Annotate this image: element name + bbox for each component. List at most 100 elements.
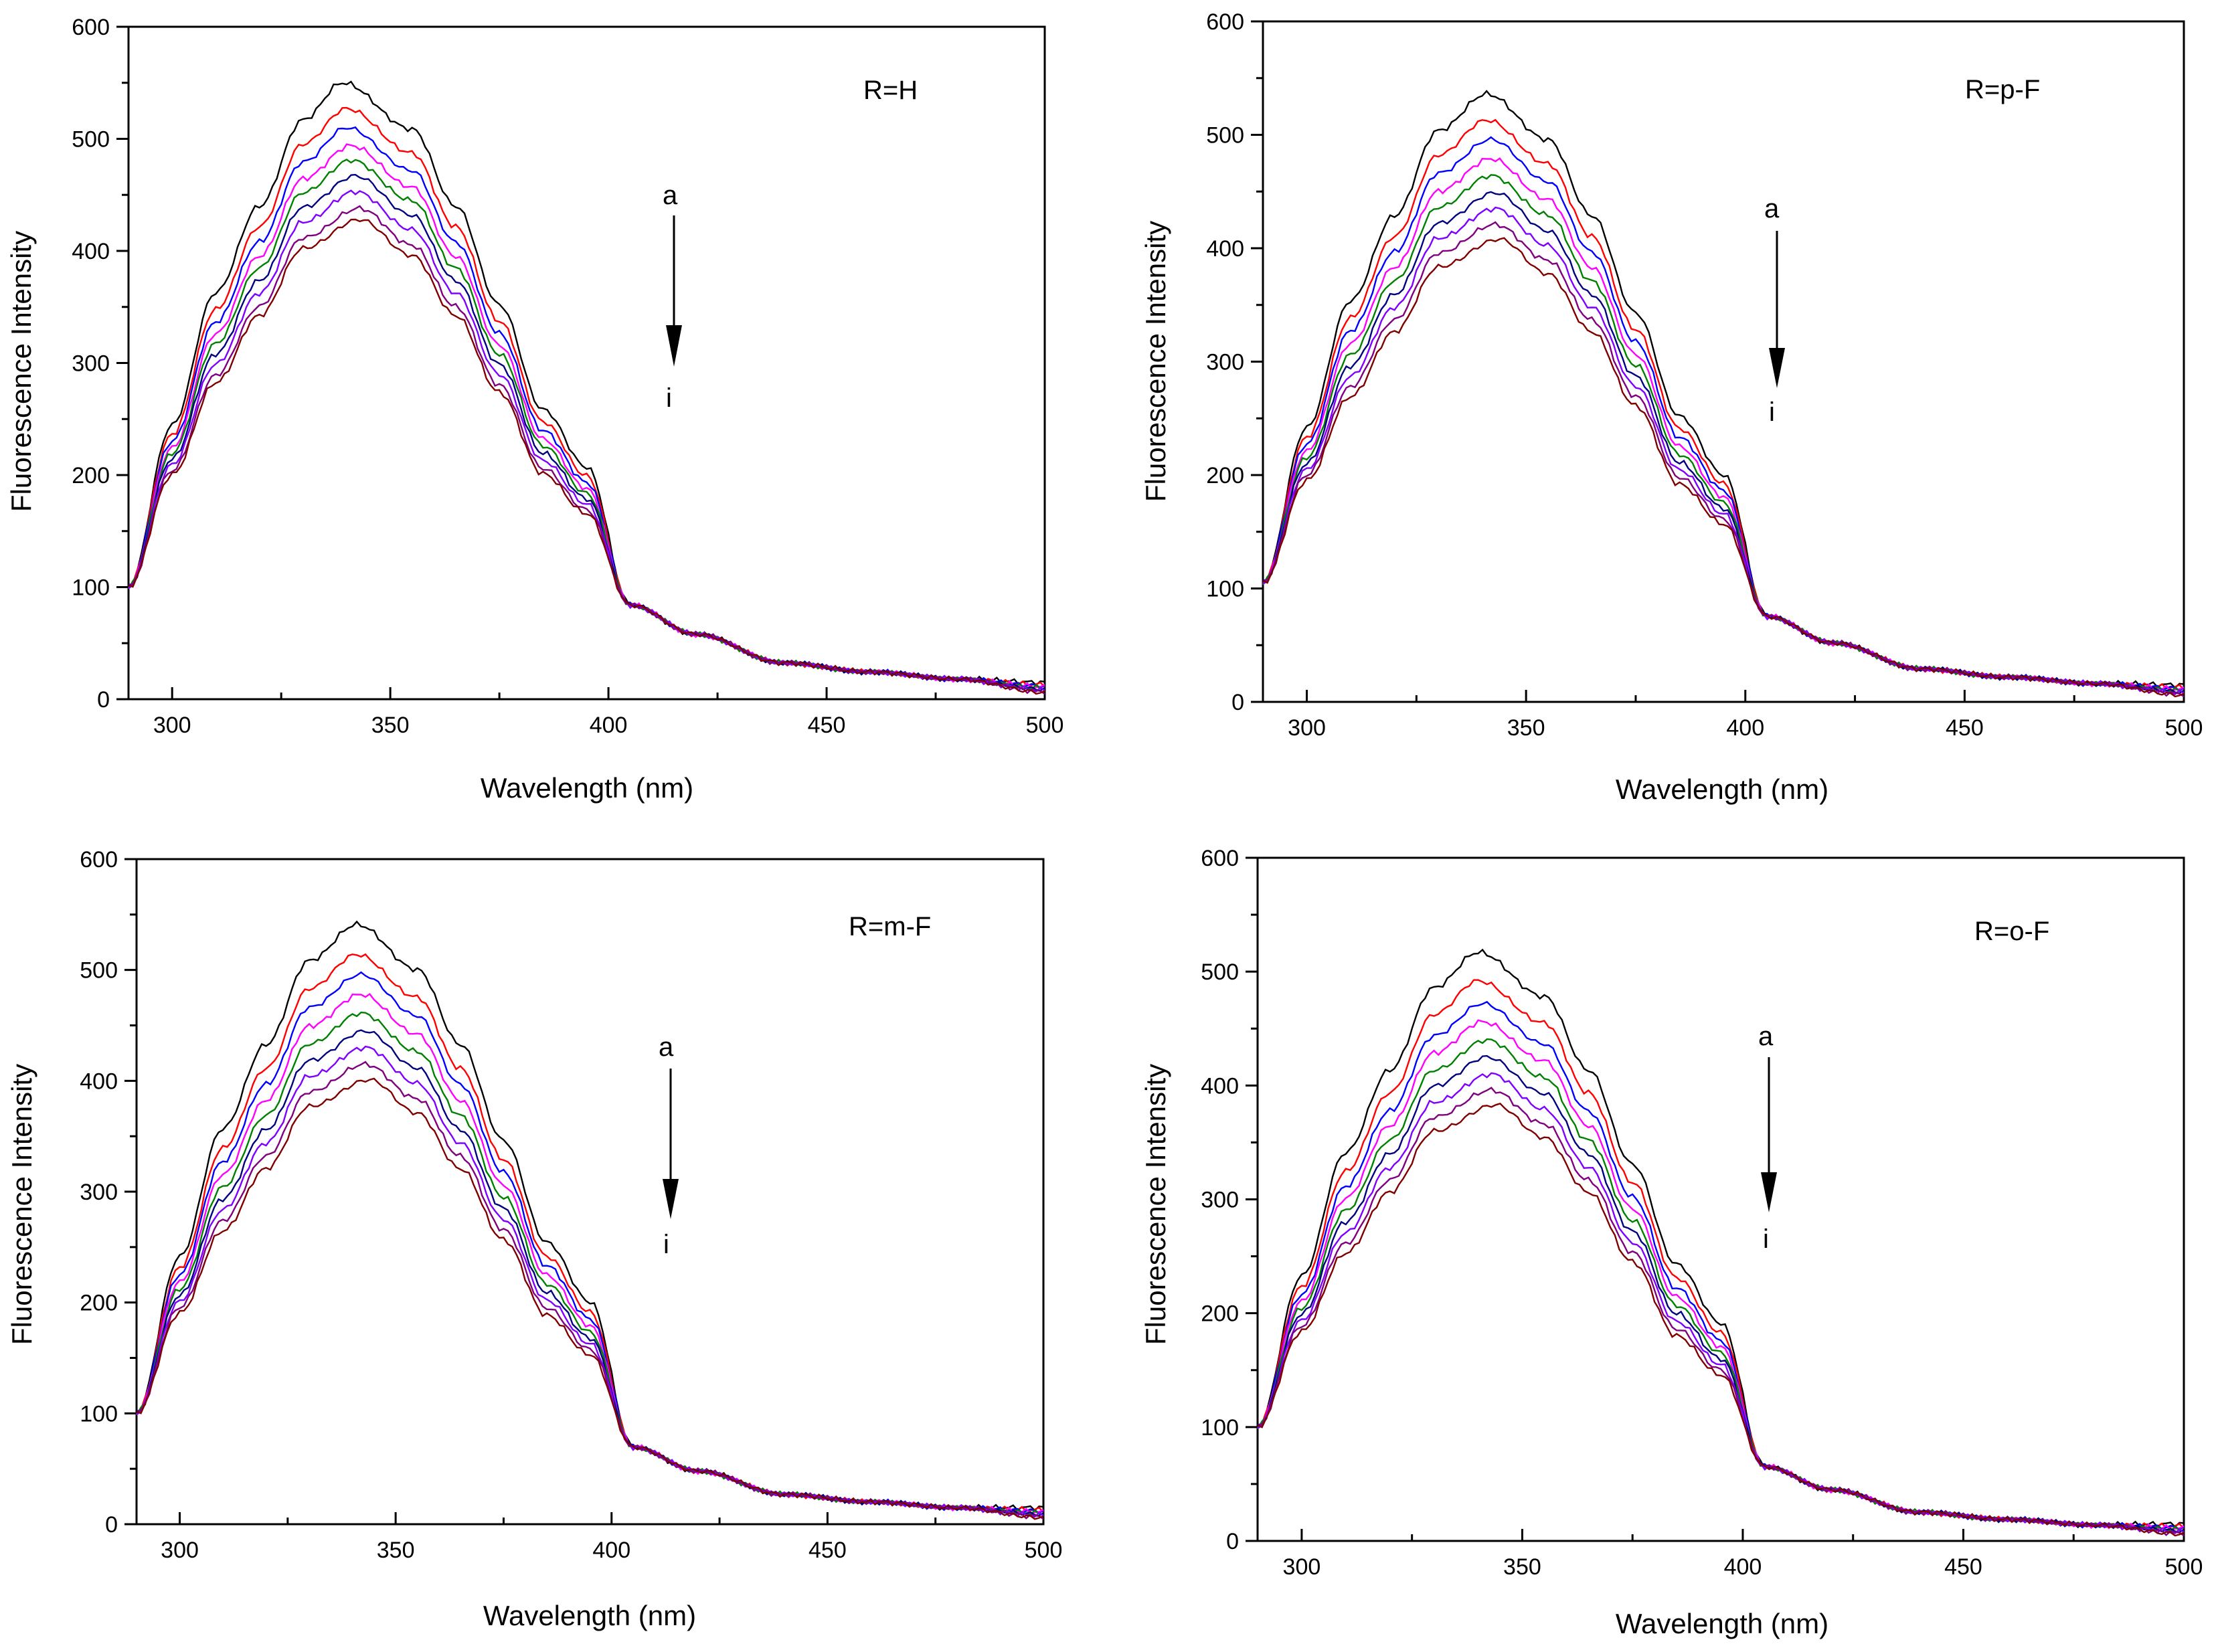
series-line-a — [128, 80, 1045, 686]
x-tick-label: 300 — [1283, 1554, 1321, 1580]
x-tick-label: 450 — [808, 1538, 847, 1563]
trend-arrow-head — [1761, 1172, 1777, 1212]
y-tick-label: 0 — [1231, 690, 1244, 715]
x-tick-label: 400 — [592, 1538, 630, 1563]
series-line-e — [1256, 1038, 2185, 1532]
y-tick-label: 600 — [80, 847, 118, 873]
y-tick-label: 200 — [1206, 463, 1244, 488]
y-tick-label: 200 — [1201, 1301, 1239, 1327]
series-line-b — [1257, 979, 2185, 1530]
x-axis-title: Wavelength (nm) — [1616, 773, 1828, 805]
y-tick-label: 500 — [1206, 123, 1244, 149]
series-line-e — [127, 159, 1045, 691]
plot-frame — [1262, 20, 2185, 703]
y-tick-label: 400 — [1206, 236, 1244, 262]
x-tick-label: 350 — [377, 1538, 415, 1563]
series-line-c — [1257, 1000, 2185, 1530]
series-line-c — [128, 126, 1045, 689]
y-tick-label: 100 — [80, 1401, 118, 1427]
arrow-start-label: a — [663, 181, 678, 210]
series-line-d — [128, 143, 1045, 689]
series-line-b — [128, 106, 1045, 688]
y-tick-label: 100 — [1206, 577, 1244, 602]
panel-title-label: R=o-F — [1974, 917, 2049, 946]
series-line-f — [1257, 1054, 2185, 1534]
y-tick-label: 500 — [80, 958, 118, 984]
y-tick-label: 200 — [72, 463, 110, 488]
x-tick-label: 350 — [371, 713, 410, 738]
series-line-h — [136, 1061, 1044, 1520]
x-tick-label: 300 — [1288, 715, 1326, 741]
y-tick-label: 0 — [97, 687, 110, 713]
y-tick-label: 300 — [1206, 350, 1244, 375]
y-axis-title: Fluorescence Intensity — [5, 231, 37, 512]
plot-frame — [1256, 856, 2185, 1542]
series-line-d — [1257, 1019, 2185, 1532]
x-tick-label: 500 — [1026, 713, 1064, 738]
y-tick-label: 500 — [72, 127, 110, 153]
y-tick-label: 200 — [80, 1291, 118, 1316]
y-tick-label: 600 — [1201, 846, 1239, 871]
y-tick-label: 0 — [105, 1512, 118, 1538]
series-line-i — [1262, 237, 2185, 698]
series-line-d — [1262, 157, 2185, 692]
panel-r-o-f: R=o-F a i Wavelength (nm) Fluorescence I… — [1140, 846, 2203, 1639]
series-line-g — [136, 1045, 1044, 1518]
panel-title-label: R=p-F — [1965, 75, 2040, 104]
series-line-f — [1262, 191, 2185, 695]
series-line-h — [1257, 1087, 2185, 1537]
x-tick-label: 300 — [153, 713, 191, 738]
x-tick-label: 500 — [2165, 1554, 2203, 1580]
panel-title-label: R=H — [863, 76, 918, 105]
trend-arrow-head — [666, 325, 682, 367]
x-tick-label: 400 — [590, 713, 628, 738]
x-tick-label: 400 — [1724, 1554, 1762, 1580]
series-line-h — [1262, 221, 2185, 698]
x-tick-label: 500 — [2165, 715, 2203, 741]
panel-r-m-f: R=m-F a i Wavelength (nm) Fluorescence I… — [6, 847, 1062, 1631]
y-axis-title: Fluorescence Intensity — [6, 1064, 37, 1345]
x-tick-label: 400 — [1726, 715, 1764, 741]
series-line-c — [1262, 136, 2185, 691]
y-axis-title: Fluorescence Intensity — [1140, 221, 1171, 502]
series-line-g — [1262, 206, 2185, 695]
x-tick-label: 500 — [1025, 1538, 1063, 1563]
x-tick-label: 300 — [161, 1538, 199, 1563]
y-tick-label: 400 — [72, 239, 110, 264]
series-line-i — [1257, 1103, 2185, 1537]
y-tick-label: 100 — [72, 575, 110, 601]
series-line-c — [136, 971, 1044, 1514]
arrow-start-label: a — [1758, 1022, 1774, 1051]
series-line-d — [136, 992, 1044, 1515]
series-line-g — [1257, 1072, 2185, 1534]
series-line-a — [136, 920, 1044, 1512]
arrow-end-label: i — [663, 1230, 669, 1259]
y-tick-label: 0 — [1226, 1529, 1239, 1554]
y-tick-label: 300 — [72, 351, 110, 377]
y-tick-label: 100 — [1201, 1415, 1239, 1441]
x-tick-label: 450 — [1946, 715, 1984, 741]
x-tick-label: 350 — [1503, 1554, 1541, 1580]
series-line-i — [136, 1077, 1044, 1520]
plot-frame — [127, 25, 1046, 701]
series-line-g — [128, 189, 1045, 693]
y-axis-title: Fluorescence Intensity — [1140, 1064, 1171, 1345]
arrow-start-label: a — [1764, 194, 1780, 223]
series-line-i — [128, 218, 1045, 695]
y-tick-label: 400 — [80, 1069, 118, 1094]
y-tick-label: 500 — [1201, 959, 1239, 985]
trend-arrow-head — [663, 1179, 679, 1219]
series-line-a — [1262, 90, 2185, 689]
plot-frame — [135, 858, 1045, 1526]
arrow-end-label: i — [666, 383, 672, 413]
series-line-h — [128, 205, 1045, 695]
x-axis-title: Wavelength (nm) — [481, 772, 693, 804]
arrow-start-label: a — [659, 1032, 674, 1062]
x-tick-label: 450 — [1944, 1554, 1982, 1580]
series-line-f — [136, 1029, 1044, 1517]
x-tick-label: 450 — [808, 713, 846, 738]
series-line-b — [136, 953, 1044, 1513]
arrow-end-label: i — [1769, 397, 1775, 427]
x-axis-title: Wavelength (nm) — [483, 1600, 696, 1631]
